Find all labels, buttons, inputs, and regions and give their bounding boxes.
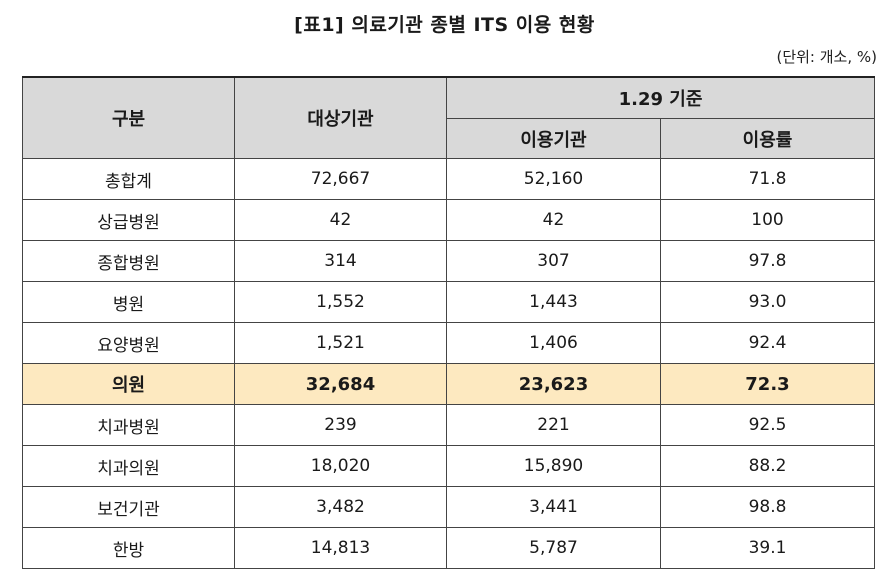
cell-target: 314: [234, 240, 447, 282]
cell-rate: 72.3: [660, 363, 875, 405]
table-body: 총합계 72,667 52,160 71.8 상급병원 42 42 100 종합병원 314 307…: [22, 158, 875, 569]
cell-category: 병원: [22, 281, 235, 323]
cell-used: 1,443: [446, 281, 661, 323]
cell-rate: 39.1: [660, 527, 875, 569]
table-row: 한방 14,813 5,787 39.1: [22, 527, 875, 569]
unit-note: (단위: 개소, %): [776, 48, 877, 66]
cell-category: 상급병원: [22, 199, 235, 241]
header-category: 구분: [22, 76, 235, 159]
cell-target: 1,552: [234, 281, 447, 323]
cell-category: 요양병원: [22, 322, 235, 364]
cell-used: 3,441: [446, 486, 661, 528]
cell-rate: 71.8: [660, 158, 875, 200]
cell-target: 3,482: [234, 486, 447, 528]
header-group-date: 1.29 기준: [446, 76, 875, 119]
cell-category: 보건기관: [22, 486, 235, 528]
cell-used: 42: [446, 199, 661, 241]
cell-target: 14,813: [234, 527, 447, 569]
header-rate: 이용률: [660, 118, 875, 159]
cell-rate: 97.8: [660, 240, 875, 282]
table-row: 치과병원 239 221 92.5: [22, 404, 875, 446]
cell-used: 221: [446, 404, 661, 446]
cell-used: 307: [446, 240, 661, 282]
cell-category: 한방: [22, 527, 235, 569]
cell-target: 1,521: [234, 322, 447, 364]
cell-target: 72,667: [234, 158, 447, 200]
cell-category: 치과병원: [22, 404, 235, 446]
cell-used: 23,623: [446, 363, 661, 405]
cell-rate: 93.0: [660, 281, 875, 323]
table-row: 총합계 72,667 52,160 71.8: [22, 158, 875, 200]
cell-target: 239: [234, 404, 447, 446]
cell-target: 32,684: [234, 363, 447, 405]
table-row: 요양병원 1,521 1,406 92.4: [22, 322, 875, 364]
cell-used: 15,890: [446, 445, 661, 487]
table-row: 종합병원 314 307 97.8: [22, 240, 875, 282]
cell-rate: 100: [660, 199, 875, 241]
its-usage-table: 구분 대상기관 1.29 기준 이용기관 이용률 총합계 72,667 52,160…: [22, 76, 875, 569]
table-row: 보건기관 3,482 3,441 98.8: [22, 486, 875, 528]
cell-used: 1,406: [446, 322, 661, 364]
cell-rate: 88.2: [660, 445, 875, 487]
cell-target: 42: [234, 199, 447, 241]
cell-category: 의원: [22, 363, 235, 405]
table-row: 의원 32,684 23,623 72.3: [22, 363, 875, 405]
cell-category: 총합계: [22, 158, 235, 200]
cell-used: 5,787: [446, 527, 661, 569]
table-row: 상급병원 42 42 100: [22, 199, 875, 241]
cell-category: 종합병원: [22, 240, 235, 282]
cell-target: 18,020: [234, 445, 447, 487]
table-row: 병원 1,552 1,443 93.0: [22, 281, 875, 323]
table-row: 치과의원 18,020 15,890 88.2: [22, 445, 875, 487]
cell-used: 52,160: [446, 158, 661, 200]
cell-category: 치과의원: [22, 445, 235, 487]
table-title: [표1] 의료기관 종별 ITS 이용 현황: [294, 14, 595, 36]
cell-rate: 92.4: [660, 322, 875, 364]
cell-rate: 98.8: [660, 486, 875, 528]
cell-rate: 92.5: [660, 404, 875, 446]
header-target: 대상기관: [234, 76, 447, 159]
header-used: 이용기관: [446, 118, 661, 159]
